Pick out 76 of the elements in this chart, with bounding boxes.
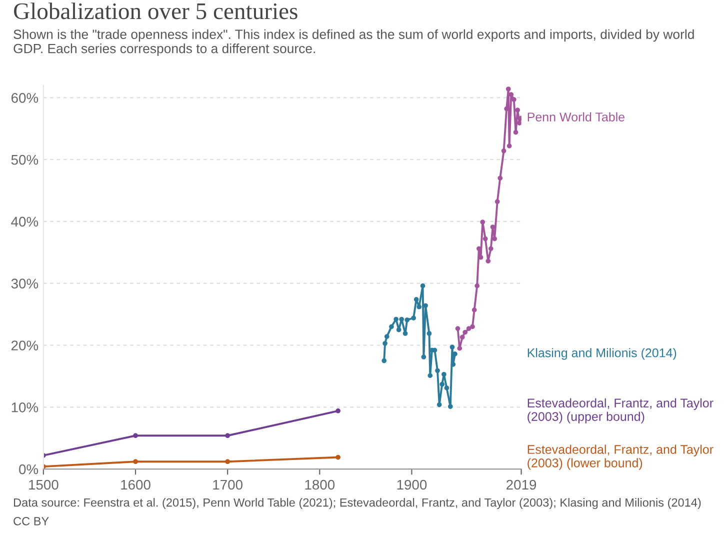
point	[470, 324, 475, 330]
y-tick-label: 60%	[11, 92, 38, 103]
y-tick-label: 30%	[11, 278, 38, 289]
text: CC BY	[14, 516, 49, 526]
point	[455, 326, 460, 331]
point	[225, 459, 230, 464]
chart-title: Globalization over 5 centuries	[14, 2, 298, 20]
point	[396, 327, 402, 332]
point	[404, 317, 410, 322]
point	[416, 304, 422, 310]
point	[382, 340, 388, 346]
point	[414, 297, 419, 302]
point	[480, 220, 486, 225]
point	[421, 354, 426, 360]
point	[426, 331, 432, 336]
y-tick-label: 40%	[11, 216, 38, 227]
text: Estevadeordal, Frantz, and Taylor (2003) (lower bound)	[528, 444, 714, 470]
point	[133, 459, 138, 464]
text: Estevadeordal, Frantz, and Taylor (2003) (upper bound)	[528, 398, 714, 424]
x-tick-label: 1900	[397, 480, 427, 490]
x-tick-label: 1700	[213, 480, 242, 490]
point	[440, 382, 445, 387]
point	[508, 92, 514, 97]
point	[517, 120, 522, 126]
point	[423, 303, 428, 308]
text: Klasing and Milionis (2014)	[528, 348, 676, 360]
point	[389, 324, 394, 330]
point	[420, 283, 426, 288]
y-tick-label: 50%	[11, 154, 38, 165]
point	[448, 404, 453, 409]
point	[457, 346, 462, 351]
point	[466, 326, 472, 331]
point	[450, 344, 455, 350]
point	[490, 224, 496, 230]
point	[450, 362, 456, 367]
point	[474, 283, 480, 288]
point	[513, 130, 518, 135]
point	[384, 334, 390, 340]
point	[428, 373, 433, 378]
point	[436, 402, 442, 408]
point	[486, 258, 491, 264]
point	[498, 176, 503, 181]
point	[492, 236, 498, 242]
point	[462, 330, 468, 335]
point	[494, 199, 500, 204]
x-tick-label: 1800	[305, 480, 335, 490]
y-tick-label: 20%	[11, 340, 38, 350]
point	[511, 97, 516, 102]
point	[506, 86, 511, 92]
point	[435, 368, 440, 374]
point	[506, 144, 512, 148]
point	[336, 408, 340, 414]
point	[501, 148, 506, 154]
point	[472, 308, 477, 312]
point	[411, 316, 416, 320]
x-tick-label: 2019	[506, 480, 536, 490]
x-tick-label: 1500	[29, 480, 58, 490]
point	[399, 316, 404, 322]
point	[488, 246, 494, 252]
point	[225, 433, 230, 438]
point	[460, 334, 465, 340]
point	[394, 316, 398, 322]
point	[133, 433, 138, 438]
point	[515, 108, 520, 112]
x-tick-label: 1600	[121, 480, 150, 490]
point	[336, 454, 340, 460]
chart-subtitle: Shown is the "trade openness index". This index is defined as the sum of world exports and imports, divided by world GDP. Each series corresponds to a different source.	[14, 29, 694, 56]
y-tick-label: 0%	[19, 464, 38, 474]
series-label: Penn World Table	[528, 112, 624, 122]
point	[482, 236, 488, 242]
source-note: Data source: Feenstra et al. (2015), Penn World Table (2021); Estevadeordal, Frantz, and Taylor (2003); Klasing and Milionis (2014)	[14, 498, 701, 510]
point	[442, 372, 446, 377]
point	[444, 386, 450, 390]
point	[382, 358, 387, 364]
y-tick-label: 10%	[12, 402, 38, 412]
point	[402, 331, 408, 336]
